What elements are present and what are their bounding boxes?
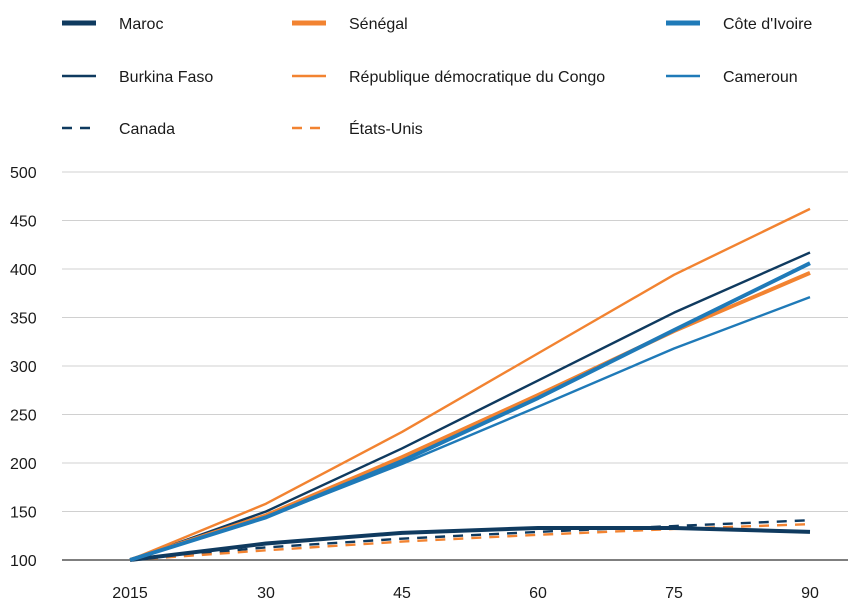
legend-item-maroc: Maroc xyxy=(62,16,163,33)
series-line-burkina-faso xyxy=(129,251,811,562)
x-tick-label: 75 xyxy=(665,585,683,602)
x-tick-label: 60 xyxy=(529,585,547,602)
x-tick-label: 90 xyxy=(801,585,819,602)
legend-item-canada: Canada xyxy=(62,121,175,138)
legend-label: États-Unis xyxy=(349,119,423,138)
x-axis-ticks: 2015 30 45 60 75 90 xyxy=(112,585,819,602)
legend-item-cameroun: Cameroun xyxy=(666,69,798,86)
series-line-cote-d-ivoire xyxy=(129,261,811,562)
y-tick-label: 500 xyxy=(10,165,37,182)
legend-label: Côte d'Ivoire xyxy=(723,16,812,33)
series-line-maroc xyxy=(129,525,811,562)
legend-item-senegal: Sénégal xyxy=(292,16,408,33)
y-tick-label: 300 xyxy=(10,359,37,376)
legend-label: Maroc xyxy=(119,16,163,33)
y-tick-label: 150 xyxy=(10,505,37,522)
y-tick-label: 400 xyxy=(10,262,37,279)
x-tick-label: 2015 xyxy=(112,585,148,602)
legend-label: République démocratique du Congo xyxy=(349,69,605,86)
y-tick-label: 100 xyxy=(10,553,37,570)
series-lines xyxy=(129,207,811,562)
y-tick-label: 200 xyxy=(10,456,37,473)
x-tick-label: 45 xyxy=(393,585,411,602)
legend-label: Canada xyxy=(119,121,175,138)
series-line-republique-democratique-du-congo xyxy=(129,207,811,562)
y-tick-label: 450 xyxy=(10,214,37,231)
legend-item-republique-democratique-du-congo: République démocratique du Congo xyxy=(292,69,605,86)
legend: Maroc Burkina Faso Canada Sénégal République… xyxy=(62,16,812,138)
legend-item-cote-d-ivoire: Côte d'Ivoire xyxy=(666,16,812,33)
legend-label: Burkina Faso xyxy=(119,69,213,86)
series-line-canada xyxy=(129,519,811,562)
legend-label: Cameroun xyxy=(723,69,798,86)
grid-lines xyxy=(62,171,848,561)
legend-label: Sénégal xyxy=(349,16,408,33)
y-tick-label: 250 xyxy=(10,408,37,425)
legend-item-burkina-faso: Burkina Faso xyxy=(62,69,213,86)
x-tick-label: 30 xyxy=(257,585,275,602)
y-axis-ticks: 100 150 200 250 300 350 400 450 500 xyxy=(10,165,37,570)
legend-item-etats-unis: États-Unis xyxy=(292,119,423,138)
y-tick-label: 350 xyxy=(10,311,37,328)
